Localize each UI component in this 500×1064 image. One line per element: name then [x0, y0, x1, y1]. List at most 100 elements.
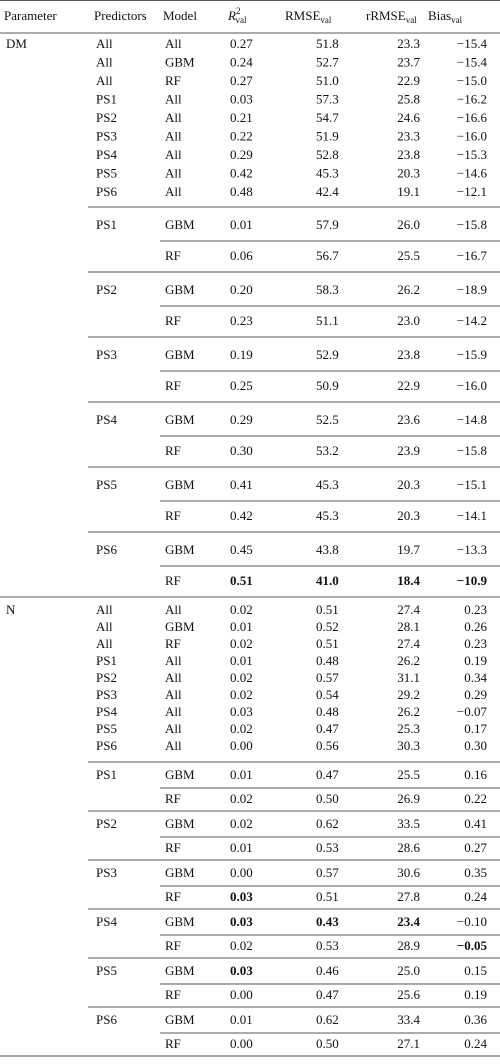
cell: GBM [165, 619, 195, 634]
cell: 0.51 [316, 636, 339, 651]
cell: RF [165, 378, 181, 393]
cell: 26.9 [397, 791, 420, 806]
cell: 53.2 [316, 443, 339, 458]
cell: 0.57 [316, 670, 339, 685]
predictors: PS4 [96, 412, 117, 427]
cell: All [96, 36, 113, 51]
cell: 24.6 [397, 110, 420, 125]
cell: 0.47 [316, 987, 339, 1002]
cell: PS3 [96, 687, 117, 702]
cell: −10.9 [457, 573, 488, 588]
cell: 0.62 [316, 816, 339, 831]
cell: 0.06 [230, 248, 253, 263]
cell: 25.5 [397, 767, 420, 782]
cell: −15.4 [457, 36, 488, 51]
cell: 0.42 [230, 165, 253, 180]
cell: −16.0 [457, 378, 487, 393]
cell: 0.01 [230, 840, 253, 855]
cell: 30.6 [397, 865, 420, 880]
cell: −16.7 [457, 248, 488, 263]
cell: All [165, 704, 182, 719]
cell: 52.8 [316, 147, 339, 162]
cell: RF [165, 889, 181, 904]
cell: RF [165, 987, 181, 1002]
cell: 23.9 [397, 443, 420, 458]
cell: 0.35 [464, 865, 487, 880]
cell: 0.03 [230, 889, 253, 904]
cell: 0.03 [230, 963, 253, 978]
cell: PS4 [96, 147, 117, 162]
cell: −15.1 [457, 477, 487, 492]
cell: GBM [165, 963, 195, 978]
cell: 0.03 [230, 91, 253, 106]
cell: RF [165, 573, 181, 588]
cell: −16.6 [457, 110, 488, 125]
cell: PS4 [96, 704, 117, 719]
cell: 0.48 [316, 653, 339, 668]
cell: RF [165, 791, 181, 806]
cell: 22.9 [397, 378, 420, 393]
cell: 19.1 [397, 184, 420, 199]
cell: −18.9 [457, 282, 487, 297]
cell: GBM [165, 54, 195, 69]
cell: 52.9 [316, 347, 339, 362]
cell: −0.10 [457, 914, 487, 929]
cell: 51.1 [316, 313, 339, 328]
cell: 28.9 [397, 938, 420, 953]
header-sub: val [451, 15, 462, 25]
cell: 51.9 [316, 128, 339, 143]
cell: 27.4 [397, 636, 420, 651]
cell: 0.53 [316, 938, 339, 953]
cell: 0.42 [230, 508, 253, 523]
cell: 0.00 [230, 865, 253, 880]
cell: PS1 [96, 653, 117, 668]
cell: 28.1 [397, 619, 420, 634]
cell: 0.19 [464, 987, 487, 1002]
cell: 0.25 [230, 378, 253, 393]
cell: GBM [165, 816, 195, 831]
predictors: PS5 [96, 477, 117, 492]
cell: GBM [165, 477, 195, 492]
cell: 0.41 [464, 816, 487, 831]
cell: 0.03 [230, 914, 253, 929]
cell: All [165, 602, 182, 617]
cell: PS5 [96, 165, 117, 180]
cell: PS6 [96, 738, 117, 753]
header-main: RMSE [285, 8, 320, 23]
cell: 56.7 [316, 248, 339, 263]
cell: 0.48 [316, 704, 339, 719]
cell: 0.19 [230, 347, 253, 362]
cell: 0.02 [230, 721, 253, 736]
cell: 0.48 [230, 184, 253, 199]
column-header: Model [163, 8, 197, 23]
cell: 27.8 [397, 889, 420, 904]
cell: 41.0 [316, 573, 339, 588]
predictors: PS1 [96, 217, 117, 232]
cell: 57.3 [316, 91, 339, 106]
cell: 0.47 [316, 721, 339, 736]
cell: −0.07 [457, 704, 488, 719]
cell: 0.62 [316, 1012, 339, 1027]
cell: 23.7 [397, 54, 420, 69]
cell: 31.1 [397, 670, 420, 685]
cell: −15.3 [457, 147, 487, 162]
column-header: Predictors [94, 8, 147, 23]
column-header: Parameter [4, 8, 57, 23]
cell: 58.3 [316, 282, 339, 297]
cell: 27.1 [397, 1036, 420, 1051]
cell: 0.02 [230, 602, 253, 617]
cell: 0.19 [464, 653, 487, 668]
cell: 0.27 [230, 73, 253, 88]
cell: 0.51 [230, 573, 253, 588]
cell: 25.6 [397, 987, 420, 1002]
cell: GBM [165, 865, 195, 880]
cell: 0.27 [464, 840, 487, 855]
cell: 0.27 [230, 36, 253, 51]
cell: 52.5 [316, 412, 339, 427]
cell: 0.16 [464, 767, 487, 782]
header-sub: val [235, 15, 246, 25]
cell: GBM [165, 217, 195, 232]
cell: −15.0 [457, 73, 487, 88]
cell: 42.4 [316, 184, 339, 199]
cell: −16.2 [457, 91, 487, 106]
